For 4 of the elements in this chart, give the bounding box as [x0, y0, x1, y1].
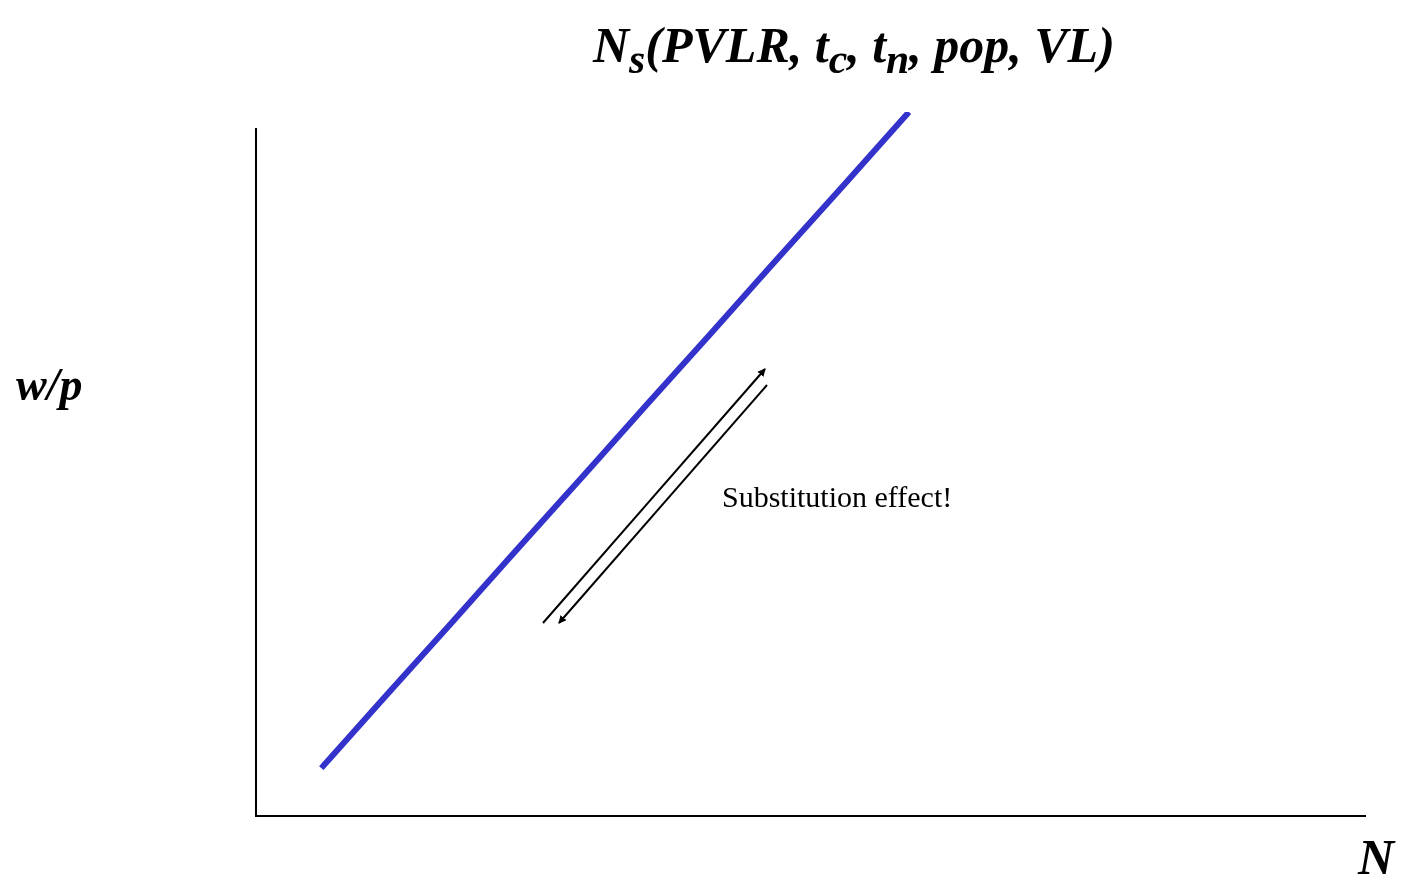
chart-title: N$_{s}$(PVLR, t$_{c}$, t$_{n}$, pop, VL) — [593, 16, 1115, 83]
y-axis-title: w/p — [16, 358, 83, 411]
annotation: Substitution effect! — [722, 480, 953, 514]
x-axis-title: N — [1358, 828, 1395, 882]
